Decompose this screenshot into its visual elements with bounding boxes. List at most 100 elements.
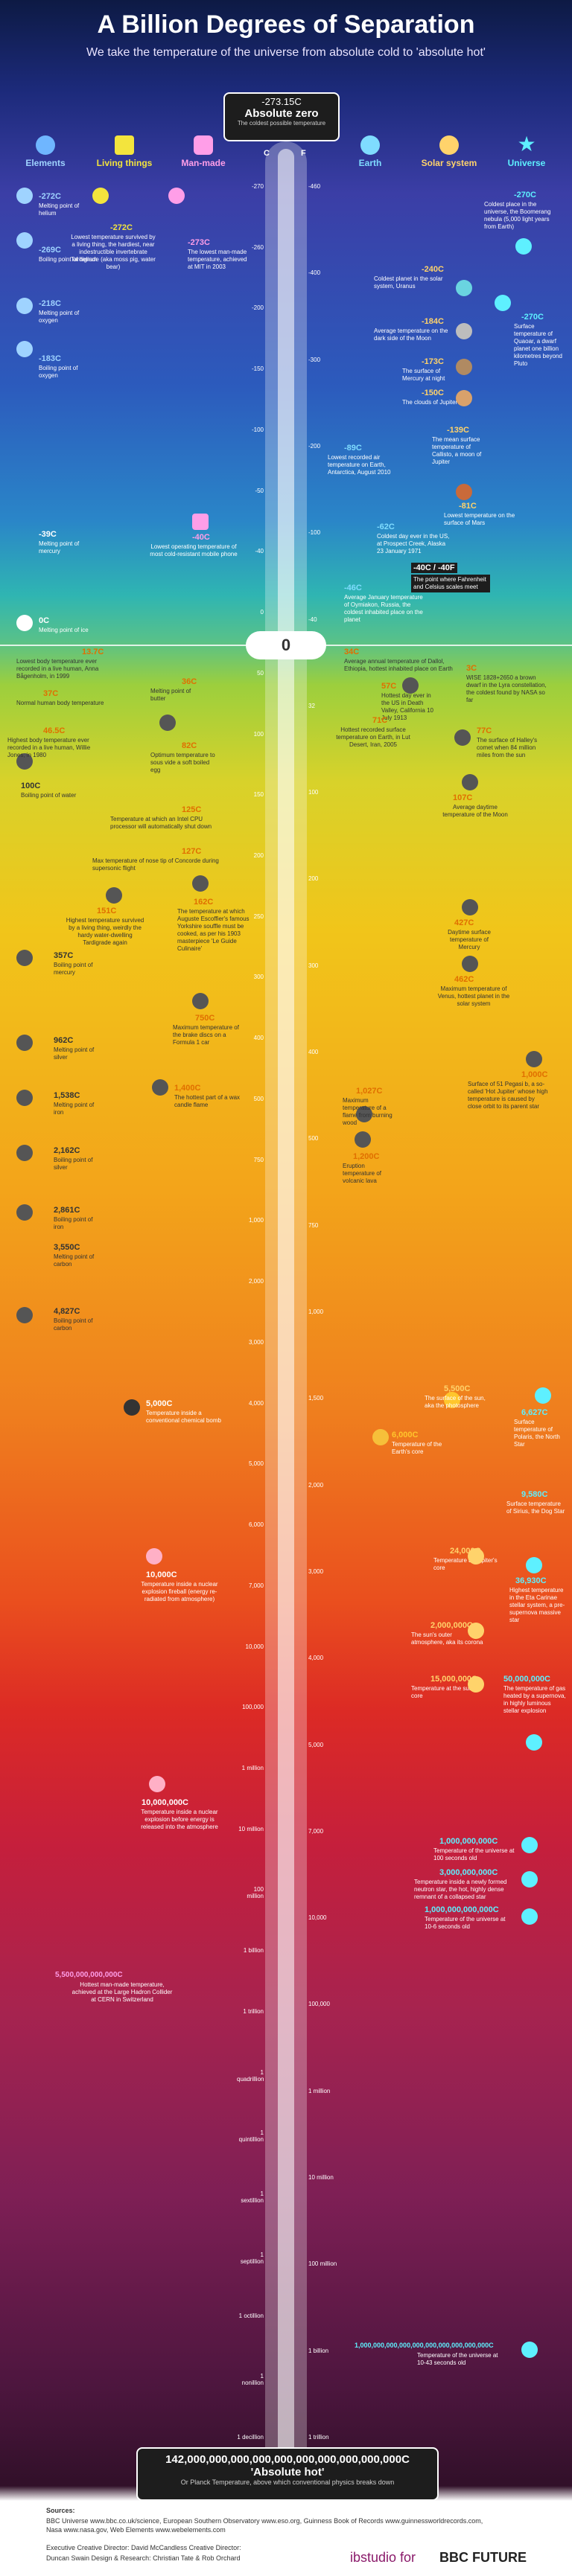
note-temp: 36C — [182, 677, 197, 686]
category-solar-system: Solar system — [421, 158, 477, 168]
note-temp: 36,930C — [515, 1576, 547, 1585]
fahrenheit-tick: -460 — [308, 183, 321, 190]
note-temp: 427C — [454, 918, 474, 927]
fahrenheit-tick: 1,500 — [308, 1395, 324, 1402]
fahrenheit-tick: 32 — [308, 702, 315, 709]
note-text: Boiling point of oxygen — [39, 365, 78, 379]
note-text: Temperature of the universe at 10-6 seco… — [425, 1916, 506, 1930]
category-elements: Elements — [25, 158, 66, 168]
note-temp: -269C — [39, 246, 61, 255]
lab-flask-icon — [168, 188, 185, 204]
axis-c-label: C — [264, 149, 270, 158]
note-temp: -184C — [422, 317, 444, 326]
celsius-tick: 0 — [260, 609, 264, 616]
celsius-tick: 3,000 — [248, 1338, 264, 1346]
note-temp: 37C — [43, 689, 59, 698]
fahrenheit-tick: 750 — [308, 1221, 319, 1229]
celsius-tick: 6,000 — [248, 1521, 264, 1529]
note-temp: -173C — [422, 357, 444, 366]
fahrenheit-tick: -200 — [308, 442, 321, 450]
mushroom-cloud-icon — [149, 1776, 165, 1792]
note-text: Eruption temperature of volcanic lava — [343, 1163, 382, 1184]
note-text: Melting point of ice — [39, 627, 89, 633]
category-universe: Universe — [507, 158, 546, 168]
note-text: Temperature of the universe at 10-43 sec… — [417, 2352, 498, 2366]
note-text: Boiling point of water — [21, 792, 77, 799]
note-temp: 71C — [372, 716, 388, 725]
moon-icon — [456, 323, 472, 339]
celsius-tick: 1 quadrillion — [237, 2068, 264, 2083]
note-text: Boiling point of silver — [54, 1157, 93, 1171]
celsius-tick: 200 — [253, 852, 264, 860]
fahrenheit-tick: -100 — [308, 529, 321, 537]
note-text: Average temperature on the dark side of … — [374, 327, 448, 342]
note-temp: 2,861C — [54, 1206, 80, 1215]
note-temp: 0C — [39, 616, 50, 625]
note-text: Highest temperature survived by a living… — [66, 917, 144, 946]
fahrenheit-tick: 2,000 — [308, 1481, 324, 1489]
note-text: Temperature at the sun's core — [411, 1685, 477, 1699]
sun-icon — [444, 1392, 460, 1408]
note-temp: -240C — [422, 265, 444, 274]
note-text: Melting point of iron — [54, 1102, 95, 1116]
celsius-tick: 150 — [253, 791, 264, 799]
page-subtitle: We take the temperature of the universe … — [86, 46, 486, 59]
category-living-things: Living things — [96, 158, 153, 168]
note-text: Coldest planet in the solar system, Uran… — [374, 275, 443, 290]
note-text: Boiling point of helium — [39, 256, 98, 263]
sources-line-2: Nasa www.nasa.gov, Web Elements www.webe… — [46, 2526, 226, 2534]
note-text: Melting point of carbon — [54, 1253, 95, 1268]
note-temp: -218C — [39, 299, 61, 308]
nebula-icon — [515, 238, 532, 255]
bomb-icon — [124, 1399, 140, 1416]
note-text: Coldest day ever in the US, at Prospect … — [377, 533, 450, 554]
note-text: Highest temperature in the Eta Carinae s… — [509, 1587, 565, 1623]
note-text: Boiling point of mercury — [54, 962, 93, 976]
note-text: The temperature of gas heated by a super… — [503, 1685, 566, 1714]
tardigrade-icon — [92, 188, 109, 204]
universe-icon — [521, 2342, 538, 2358]
note-temp: 5,500,000,000,000C — [55, 1971, 123, 1979]
fahrenheit-tick: -40 — [308, 616, 317, 623]
note-temp: 34C — [344, 648, 360, 656]
note-temp: 5,500C — [444, 1384, 471, 1393]
fahrenheit-tick: 400 — [308, 1049, 319, 1056]
note-text: Temperature inside a newly formed neutro… — [414, 1879, 507, 1900]
note-text: Temperature inside a nuclear explosion f… — [141, 1581, 218, 1602]
helium-icon — [16, 188, 33, 204]
tardigrade-icon — [106, 887, 122, 904]
celsius-tick: -100 — [251, 426, 264, 433]
absolute-zero-label: Absolute zero — [244, 107, 319, 120]
note-text: The surface of Halley's comet when 84 mi… — [477, 737, 538, 758]
note-temp: 10,000C — [146, 1570, 177, 1579]
note-temp: 50,000,000C — [503, 1675, 550, 1684]
volcano-icon — [355, 1131, 371, 1148]
atom-icon — [36, 135, 55, 155]
note-text: Surface temperature of Sirius, the Dog S… — [506, 1500, 565, 1515]
note-text: The mean surface temperature of Callisto… — [432, 436, 482, 465]
absolute-hot-label: 'Absolute hot' — [250, 2466, 325, 2478]
note-text: Average annual temperature of Dallol, Et… — [344, 658, 453, 672]
credits-line-1: Executive Creative Director: David McCan… — [46, 2544, 241, 2551]
note-text: Boiling point of carbon — [54, 1317, 93, 1332]
note-temp: -273C — [188, 238, 210, 247]
fahrenheit-tick: 1,000 — [308, 1308, 324, 1315]
note-temp: 4,827C — [54, 1307, 80, 1316]
note-text: Lowest operating temperature of most col… — [150, 543, 238, 557]
note-text: Daytime surface temperature of Mercury — [448, 929, 491, 950]
note-text: The point where Fahrenheit and Celsius s… — [411, 575, 490, 592]
note-temp: -270C — [521, 313, 544, 322]
studio-label: ibstudio for — [350, 2550, 416, 2565]
note-temp: -62C — [377, 522, 395, 531]
note-temp: -89C — [344, 444, 362, 453]
note-temp: 46.5C — [43, 726, 66, 735]
note-temp: -272C — [39, 192, 61, 201]
celsius-tick: 2,000 — [248, 1278, 264, 1285]
globe-icon — [360, 135, 380, 155]
category-earth: Earth — [358, 158, 382, 168]
fahrenheit-tick: 7,000 — [308, 1827, 324, 1835]
note-temp: 57C — [381, 682, 397, 691]
note-text: Boiling point of iron — [54, 1216, 93, 1230]
fahrenheit-tick: 10,000 — [308, 1914, 327, 1922]
celsius-tick: 1 septillion — [240, 2251, 264, 2265]
